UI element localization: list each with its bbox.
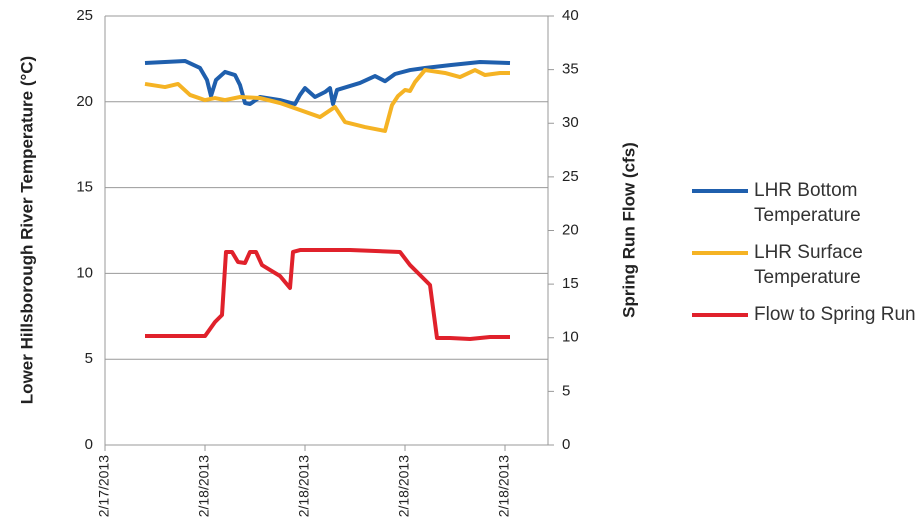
y2-axis-label: Spring Run Flow (cfs): [619, 142, 638, 318]
y2-tick-label: 25: [562, 168, 579, 185]
series-line: [145, 248, 510, 342]
y-tick-label: 10: [76, 264, 93, 281]
y-tick-label: 5: [85, 350, 93, 367]
y2-tick-label: 30: [562, 114, 579, 131]
legend-swatch: [692, 251, 748, 255]
y2-tick-label: 20: [562, 221, 579, 238]
legend-swatch: [692, 313, 748, 317]
y2-tick-label: 10: [562, 329, 579, 346]
x-tick-label: 2/18/2013: [396, 455, 412, 517]
legend-label: LHR Surface Temperature: [754, 242, 863, 288]
y2-tick-label: 40: [562, 7, 579, 24]
legend-label: LHR Bottom Temperature: [754, 180, 861, 226]
y2-tick-label: 35: [562, 61, 579, 78]
y2-tick-label: 5: [562, 382, 570, 399]
y2-tick-label: 0: [562, 436, 570, 453]
legend-swatch: [692, 189, 748, 193]
x-tick-label: 2/18/2013: [496, 455, 512, 517]
x-tick-label: 2/18/2013: [296, 455, 312, 517]
legend-label: Flow to Spring Run: [754, 304, 916, 325]
series-line: [144, 58, 511, 107]
y-axis-label: Lower Hillsborough River Temperature (°C…: [17, 56, 36, 404]
x-tick-label: 2/18/2013: [196, 455, 212, 517]
y-tick-label: 15: [76, 179, 93, 196]
series-line: [144, 68, 510, 133]
y-tick-label: 0: [85, 436, 93, 453]
y-tick-label: 25: [76, 7, 93, 24]
y-tick-label: 20: [76, 93, 93, 110]
y2-tick-label: 15: [562, 275, 579, 292]
x-tick-label: 2/17/2013: [96, 455, 112, 517]
